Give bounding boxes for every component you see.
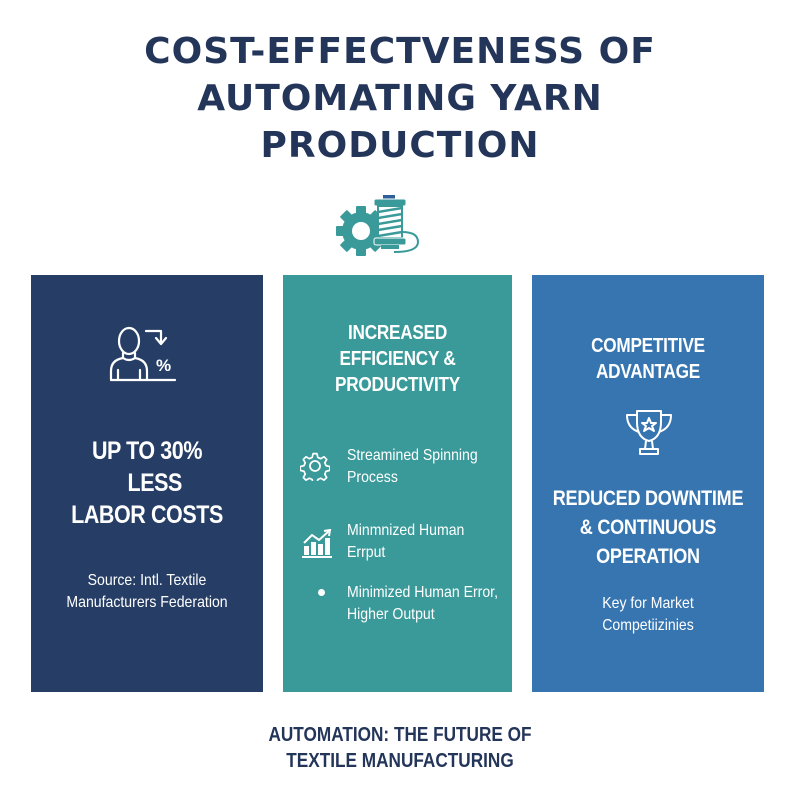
competitive-advantage-panel: COMPETITIVE ADVANTAGE REDUCED DOWNTIME &…: [532, 275, 764, 692]
headline-line-3: OPERATION: [596, 545, 700, 568]
title-line-3: PRODUCTION: [260, 125, 540, 166]
heading-line-3: PRODUCTIVITY: [335, 374, 460, 396]
market-note: Key for Market Competiizinies: [546, 593, 750, 637]
trophy-star-icon: [623, 408, 675, 463]
person-percentage-down-icon: %: [109, 323, 181, 388]
title-line-1: COST-EFFECTVENESS OF: [144, 31, 656, 72]
footer-line-2: TEXTILE MANUFACTURING: [286, 750, 514, 772]
page-title: COST-EFFECTVENESS OF AUTOMATING YARN PRO…: [0, 28, 800, 169]
source-line-2: Manufacturers Federation: [66, 594, 228, 611]
item-line-1: Minmnized Human: [347, 522, 465, 539]
gear-and-thread-spool-icon: [334, 190, 444, 260]
gear-icon: [299, 451, 331, 486]
heading-line-2: EFFICIENCY &: [339, 348, 456, 370]
item-line-1: Minimized Human Error,: [347, 584, 499, 601]
item-line-1: Streamined Spinning: [347, 447, 478, 464]
headline-line-1: REDUCED DOWNTIME: [552, 487, 744, 510]
item-line-2: Errput: [347, 544, 386, 561]
headline-line-1: UP TO 30%: [91, 437, 203, 465]
note-line-1: Key for Market: [602, 595, 694, 612]
competitive-heading: COMPETITIVE ADVANTAGE: [548, 333, 748, 385]
note-line-2: Competiizinies: [602, 617, 694, 634]
headline-line-2: LESS: [127, 469, 183, 497]
efficiency-heading: INCREASED EFFICIENCY & PRODUCTIVITY: [299, 320, 496, 398]
source-line-1: Source: Intl. Textile: [87, 572, 207, 589]
item-line-2: Higher Output: [347, 606, 435, 623]
labor-costs-headline: UP TO 30% LESS LABOR COSTS: [47, 435, 247, 531]
footer-tagline: AUTOMATION: THE FUTURE OF TEXTILE MANUFA…: [56, 722, 744, 774]
footer-line-1: AUTOMATION: THE FUTURE OF: [268, 724, 532, 746]
heading-line-2: ADVANTAGE: [595, 361, 701, 383]
svg-text:%: %: [156, 356, 171, 375]
title-line-2: AUTOMATING YARN: [197, 78, 603, 119]
headline-line-3: LABOR COSTS: [71, 501, 223, 529]
labor-costs-panel: % UP TO 30% LESS LABOR COSTS Source: Int…: [31, 275, 263, 692]
list-item: Minimized Human Error, Higher Output: [347, 582, 498, 626]
source-citation: Source: Intl. Textile Manufacturers Fede…: [45, 570, 249, 614]
headline-line-2: & CONTINUOUS: [579, 516, 717, 539]
bullet-icon: [318, 589, 325, 596]
heading-line-1: INCREASED: [348, 322, 447, 344]
heading-line-1: COMPETITIVE: [591, 335, 705, 357]
efficiency-panel: INCREASED EFFICIENCY & PRODUCTIVITY Stre…: [283, 275, 512, 692]
downtime-headline: REDUCED DOWNTIME & CONTINUOUS OPERATION: [548, 484, 748, 571]
list-item: Minmnized Human Errput: [347, 520, 464, 564]
list-item: Streamined Spinning Process: [347, 445, 478, 489]
item-line-2: Process: [347, 469, 398, 486]
growth-chart-icon: [301, 528, 333, 564]
